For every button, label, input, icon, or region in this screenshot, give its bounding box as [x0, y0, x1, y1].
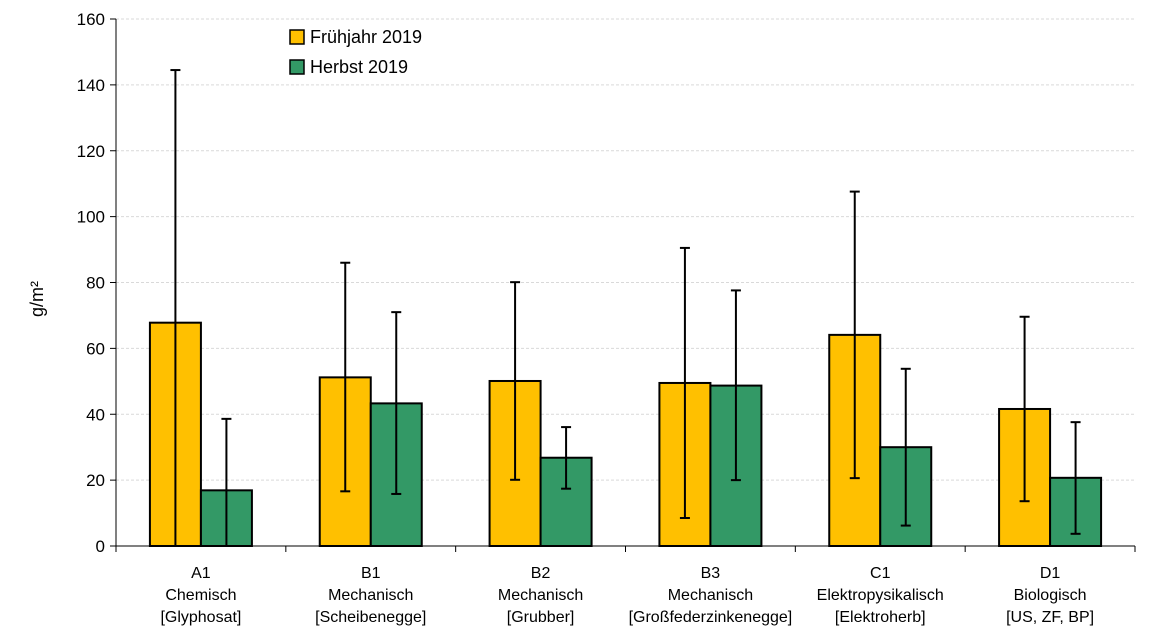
x-category-label: Mechanisch — [328, 587, 413, 604]
y-tick-label: 140 — [77, 76, 105, 95]
y-axis-label: g/m² — [27, 281, 47, 317]
error-bars — [170, 69, 1081, 547]
x-category-label: Biologisch — [1014, 587, 1087, 604]
legend: Frühjahr 2019 Herbst 2019 — [289, 27, 422, 77]
y-tick-labels: 0 20 40 60 80 100 120 140 160 — [77, 10, 105, 556]
y-tick-label: 0 — [96, 537, 105, 556]
x-category-label: Mechanisch — [668, 587, 753, 604]
gridlines — [116, 18, 1135, 481]
x-category-label: B2 — [531, 565, 551, 582]
y-tick-label: 120 — [77, 142, 105, 161]
y-tick-label: 60 — [86, 339, 105, 358]
x-category-label: [US, ZF, BP] — [1006, 609, 1094, 626]
x-category-label: [Scheibenegge] — [315, 609, 426, 626]
x-category-labels: A1 Chemisch [Glyphosat] B1 Mechanisch [Scheib… — [160, 565, 1094, 626]
x-category-label: Mechanisch — [498, 587, 583, 604]
x-category-label: B1 — [361, 565, 381, 582]
bars — [148, 321, 1103, 548]
legend-swatch — [289, 59, 305, 75]
legend-swatch — [289, 29, 305, 45]
x-category-label: Chemisch — [165, 587, 236, 604]
y-tick-label: 80 — [86, 274, 105, 293]
axes — [110, 18, 1136, 552]
x-category-label: B3 — [701, 565, 721, 582]
x-category-label: [Großfederzinkenegge] — [629, 609, 793, 626]
y-tick-label: 20 — [86, 471, 105, 490]
y-tick-label: 100 — [77, 208, 105, 227]
x-category-label: [Grubber] — [507, 609, 575, 626]
y-tick-label: 160 — [77, 10, 105, 29]
x-category-label: Elektropysikalisch — [817, 587, 944, 604]
legend-label: Herbst 2019 — [310, 57, 408, 77]
x-category-label: [Elektroherb] — [835, 609, 926, 626]
legend-label: Frühjahr 2019 — [310, 27, 422, 47]
x-category-label: D1 — [1040, 565, 1061, 582]
x-category-label: A1 — [191, 565, 211, 582]
x-category-label: C1 — [870, 565, 891, 582]
x-category-label: [Glyphosat] — [160, 609, 241, 626]
y-tick-label: 40 — [86, 405, 105, 424]
